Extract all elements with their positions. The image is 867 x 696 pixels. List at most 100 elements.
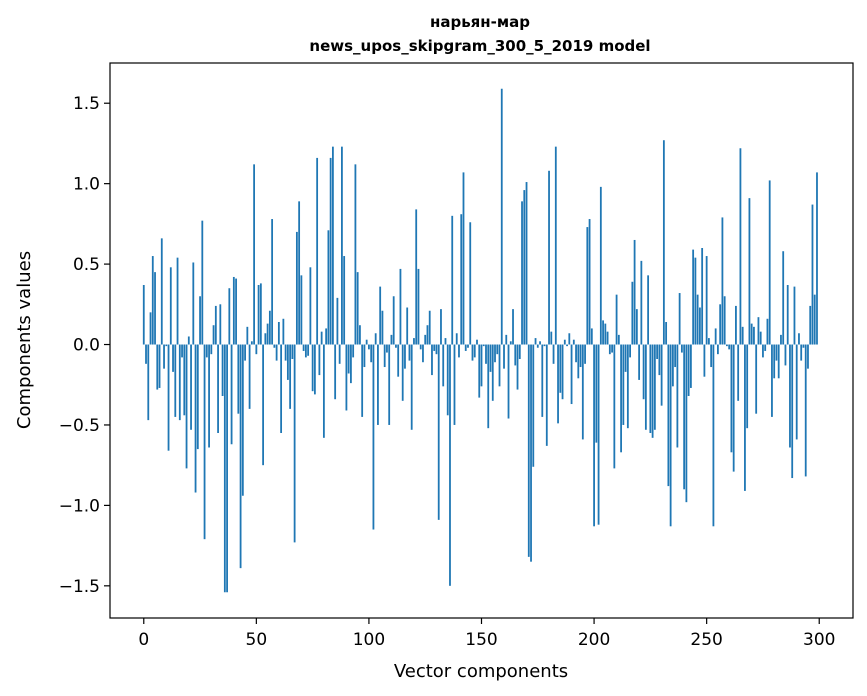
bar-182	[552, 344, 555, 364]
bar-37	[226, 344, 228, 593]
bar-269	[748, 198, 751, 345]
bar-102	[372, 344, 375, 530]
bar-152	[485, 344, 487, 364]
bar-1	[145, 344, 147, 364]
bar-35	[221, 344, 224, 396]
bar-267	[744, 344, 746, 491]
bar-202	[597, 344, 600, 525]
bar-25	[199, 296, 201, 345]
bar-108	[386, 344, 388, 353]
bar-113	[397, 344, 400, 377]
bar-10	[165, 344, 168, 347]
bar-121	[415, 209, 418, 345]
bar-172	[530, 344, 532, 562]
bar-254	[714, 328, 717, 345]
bar-219	[635, 309, 638, 345]
bar-47	[248, 344, 251, 409]
bar-8	[160, 238, 163, 345]
bar-38	[228, 288, 231, 345]
bar-106	[381, 310, 384, 345]
bar-66	[291, 344, 294, 359]
bar-277	[766, 318, 769, 345]
bar-40	[232, 276, 235, 345]
bar-62	[282, 318, 285, 345]
bar-2	[147, 344, 150, 421]
bar-173	[532, 344, 535, 467]
bar-79	[320, 331, 323, 345]
bar-114	[399, 268, 402, 345]
bar-15	[176, 257, 179, 345]
bar-193	[577, 344, 580, 379]
bar-169	[523, 190, 526, 345]
bar-235	[671, 344, 674, 387]
bar-255	[717, 344, 719, 355]
bar-196	[584, 344, 586, 364]
bar-147	[473, 344, 476, 358]
bar-89	[343, 256, 346, 345]
bar-74	[309, 267, 312, 345]
bar-160	[503, 344, 505, 369]
bar-216	[629, 344, 631, 358]
bar-204	[602, 320, 604, 345]
bar-162	[507, 344, 510, 419]
bar-205	[604, 323, 607, 345]
bar-143	[464, 344, 467, 351]
bar-77	[316, 157, 319, 345]
bar-12	[169, 267, 172, 345]
bar-171	[527, 344, 530, 557]
bar-294	[804, 344, 807, 477]
bar-51	[257, 285, 260, 345]
bar-209	[613, 344, 616, 469]
bar-256	[719, 304, 722, 345]
bar-58	[273, 344, 276, 348]
bar-157	[496, 344, 499, 355]
bar-85	[334, 344, 337, 400]
bar-4	[151, 256, 154, 345]
bar-96	[359, 325, 361, 345]
y-axis-label: Components values	[14, 251, 35, 429]
bar-158	[498, 344, 501, 387]
bar-293	[802, 344, 805, 348]
x-axis-label: Vector components	[394, 661, 568, 682]
bar-246	[696, 294, 699, 345]
bar-92	[350, 344, 352, 384]
bar-261	[730, 344, 733, 453]
bar-75	[311, 344, 314, 392]
bar-190	[570, 344, 573, 405]
bar-290	[795, 344, 798, 440]
y-tick-label: 1.5	[73, 94, 100, 114]
bar-3	[149, 312, 152, 345]
bar-21	[190, 344, 192, 430]
bar-271	[753, 326, 755, 345]
bar-153	[487, 344, 490, 429]
bar-211	[617, 334, 620, 345]
x-tick-label: 0	[138, 630, 149, 650]
bar-210	[615, 294, 618, 345]
bar-41	[235, 278, 237, 345]
bar-165	[514, 344, 517, 366]
bar-299	[816, 172, 818, 345]
bar-260	[728, 344, 731, 350]
bar-32	[214, 305, 217, 345]
bar-231	[662, 140, 665, 345]
bar-39	[230, 344, 233, 445]
bar-280	[773, 344, 776, 379]
bar-42	[237, 344, 240, 414]
bar-104	[377, 344, 379, 425]
bar-129	[433, 344, 436, 351]
bar-140	[458, 344, 460, 358]
bar-136	[449, 344, 451, 586]
bar-6	[156, 344, 159, 390]
bar-221	[640, 260, 643, 345]
bar-14	[174, 344, 177, 417]
bar-82	[327, 230, 330, 345]
bar-28	[205, 344, 208, 358]
bar-26	[201, 220, 204, 345]
bar-177	[541, 344, 544, 417]
bar-186	[561, 344, 564, 400]
bar-268	[746, 344, 749, 429]
bar-264	[737, 344, 740, 401]
bar-252	[710, 344, 713, 368]
bar-48	[250, 341, 253, 345]
